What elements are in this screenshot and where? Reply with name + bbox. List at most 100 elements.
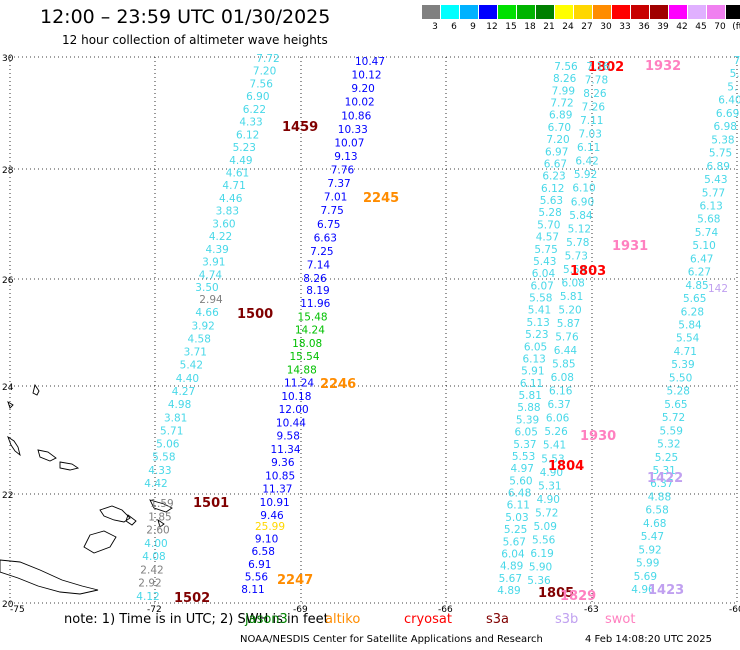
swh-value: 6.07 <box>530 280 553 292</box>
swh-value: 4.22 <box>209 231 232 243</box>
swh-value: 6.12 <box>236 129 259 141</box>
swh-value: 10.18 <box>281 391 311 403</box>
track-1459: 7.727.207.566.906.224.336.125.234.494.61… <box>195 53 318 294</box>
colorbar-tick: (ft) <box>732 22 740 32</box>
track-1500: 2.944.663.924.58 3.715.424.404.274.983.81… <box>144 294 273 490</box>
swh-value: 5.54 <box>563 264 587 276</box>
swh-value: 5.53 <box>512 451 535 463</box>
swh-value: 4.88 <box>648 491 671 503</box>
colorbar-tick: 6 <box>451 22 457 32</box>
swh-value: 5. <box>730 68 740 80</box>
swh-value: 7.76 <box>331 165 355 177</box>
swh-value: 4.12 <box>136 591 159 603</box>
swh-value: 10.02 <box>345 97 375 109</box>
swh-value: 2.60 <box>146 525 169 537</box>
pass-time-label: 1802 <box>588 60 624 75</box>
colorbar-tick: 30 <box>600 22 612 32</box>
swh-value: 4.68 <box>643 518 666 530</box>
swh-value: 5.72 <box>662 412 685 424</box>
swh-value: 5.99 <box>636 558 659 570</box>
swh-value: 5.91 <box>521 366 544 378</box>
lon-label: -69 <box>293 605 308 615</box>
swh-value: 6.11 <box>520 378 543 390</box>
swh-value: 6.89 <box>707 161 730 173</box>
swh-value: 6.13 <box>522 353 545 365</box>
swh-value: 6.13 <box>699 200 722 212</box>
pass-time-label: 1803 <box>570 264 606 279</box>
swh-value: 6.28 <box>681 306 704 318</box>
swh-value: 10.85 <box>265 470 295 482</box>
colorbar-swatch <box>460 5 478 19</box>
swh-value: 6.11 <box>507 500 530 512</box>
swh-value: 6.10 <box>572 183 595 195</box>
swh-value: 7 <box>734 55 740 67</box>
swh-value: 7.75 <box>320 205 343 217</box>
swh-value: 15.54 <box>289 351 319 363</box>
colorbar-tick: 27 <box>581 22 593 32</box>
swh-value: 3.71 <box>184 347 207 359</box>
swh-value: 7.56 <box>554 61 578 73</box>
swh-value: 4.90 <box>537 494 560 506</box>
swh-value: 7.99 <box>552 85 575 97</box>
swh-value: 3.83 <box>216 206 239 218</box>
swh-value: 5.90 <box>529 561 552 573</box>
swh-value: 6.69 <box>716 108 739 120</box>
swh-value: 4.33 <box>239 117 262 129</box>
swh-value: 5.58 <box>529 293 552 305</box>
swh-value: 5.43 <box>533 256 556 268</box>
swh-value: 2.92 <box>138 578 161 590</box>
mission-legend-jason3: jason3 <box>245 612 288 627</box>
swh-value: 142 <box>708 283 728 295</box>
swh-value: 14.24 <box>295 325 325 337</box>
swh-value: 4.89 <box>497 585 520 597</box>
swh-value: 4.39 <box>205 244 228 256</box>
swh-value: 3.81 <box>164 412 187 424</box>
swh-value: 6.04 <box>501 548 525 560</box>
swh-value: 5.28 <box>667 386 690 398</box>
colorbar-swatch <box>479 5 497 19</box>
mission-note: note: 1) Time is in UTC; 2) SWH is in fe… <box>64 612 635 627</box>
colorbar-tick: 39 <box>657 22 669 32</box>
swh-value: 5.54 <box>676 333 700 345</box>
swh-value: 5.74 <box>695 227 719 239</box>
swh-value: 10.91 <box>260 497 290 509</box>
swh-value: 3.92 <box>191 320 214 332</box>
colorbar-tick: 42 <box>676 22 688 32</box>
swh-value: 4.49 <box>229 155 252 167</box>
swh-value: 6.48 <box>508 488 531 500</box>
swh-value: 5.58 <box>152 452 175 464</box>
swh-value: 6.11 <box>577 142 600 154</box>
swh-value: 5.88 <box>517 402 540 414</box>
lon-label: -66 <box>438 605 453 615</box>
lat-label: 26 <box>2 276 14 286</box>
swh-value: 4.85 <box>685 280 708 292</box>
swh-value: 6.42 <box>575 156 598 168</box>
swh-value: 5.67 <box>503 536 526 548</box>
coastline-path <box>7 435 21 457</box>
swh-value: 7.11 <box>580 115 603 127</box>
swh-value: 4.46 <box>219 193 243 205</box>
swh-value: 5.09 <box>534 521 557 533</box>
swh-value: 5.10 <box>692 240 715 252</box>
swh-value: 5.03 <box>505 512 528 524</box>
track-2246: 8.1911.9615.4814.2418.0815.5414.8811.241… <box>260 285 357 522</box>
track-1931: 75.5.6.406.696.985.385.756.895.435.776.1… <box>612 55 740 596</box>
swh-value: 6.67 <box>544 158 567 170</box>
swh-value: 7.03 <box>579 129 602 141</box>
colorbar-tick: 21 <box>543 22 555 32</box>
swh-value: 5.53 <box>541 453 564 465</box>
swh-value: 3.91 <box>202 257 225 269</box>
swh-value: 7.72 <box>550 98 573 110</box>
swh-value: 2.42 <box>140 564 163 576</box>
track-1422: 142 1422 <box>647 283 728 486</box>
swh-value: 7.16 <box>586 61 610 73</box>
mission-legend-s3a: s3a <box>486 612 510 627</box>
swh-value: 4.57 <box>536 232 559 244</box>
swh-value: 5.85 <box>552 359 575 371</box>
swh-value: 5.81 <box>519 390 542 402</box>
swh-value: 5.70 <box>537 219 560 231</box>
pass-time-label: 1422 <box>647 471 683 486</box>
swh-value: 4.96 <box>631 584 655 596</box>
swh-value: 5.23 <box>525 329 548 341</box>
